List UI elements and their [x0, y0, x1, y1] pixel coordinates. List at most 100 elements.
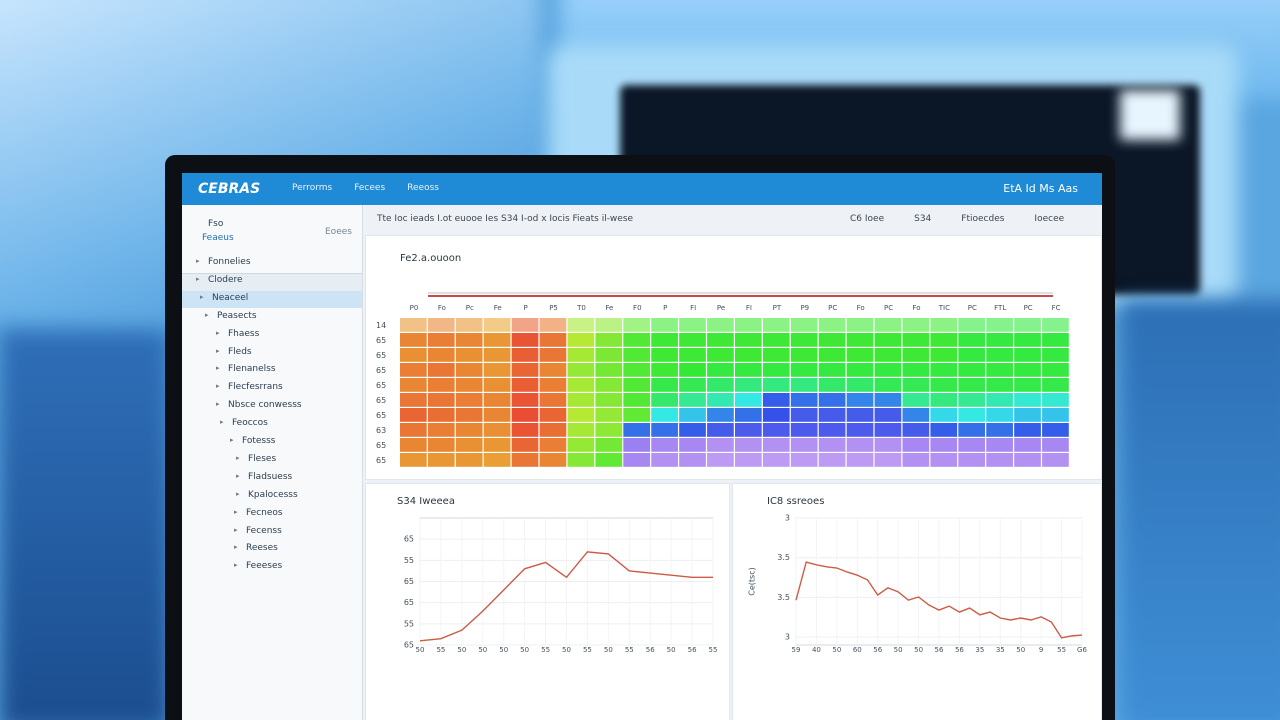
tree-item[interactable]: Fleds: [228, 346, 252, 357]
tree-toggle[interactable]: ▸: [196, 257, 200, 265]
x-tick-label: 56: [873, 646, 882, 654]
heat-cell: [707, 408, 734, 422]
heat-cell: [623, 393, 651, 407]
tree-item[interactable]: Nbsce conwesss: [228, 400, 302, 411]
tree-toggle[interactable]: ▸: [234, 507, 238, 516]
tree-item[interactable]: Reeses: [246, 543, 278, 554]
tree-item[interactable]: Kpalocesss: [248, 489, 298, 500]
heat-cell: [735, 453, 762, 467]
heat-cell: [818, 438, 846, 452]
heat-cell: [483, 423, 511, 437]
x-tick-label: 55: [583, 646, 592, 654]
tree-item[interactable]: Flecfesrrans: [228, 382, 283, 393]
header-actions[interactable]: EtA Id Ms Aas: [1003, 182, 1078, 195]
top-bar: CEBRAS Perrorms Fecees Reeoss EtA Id Ms Aa…: [182, 173, 1102, 205]
tree-item[interactable]: Fhaess: [228, 328, 260, 339]
tree-item[interactable]: Feeeses: [246, 561, 283, 572]
heat-cell: [427, 333, 455, 347]
heat-cell: [483, 438, 511, 452]
heat-cell: [735, 318, 762, 332]
tree-toggle[interactable]: ▸: [234, 525, 238, 534]
tree-toggle[interactable]: ▸: [220, 418, 224, 427]
tree-toggle[interactable]: ▸: [216, 346, 220, 355]
heat-cell: [1014, 318, 1041, 332]
heat-cell: [846, 378, 874, 392]
heat-cell: [958, 333, 986, 347]
heat-cell: [930, 423, 958, 437]
tree-toggle[interactable]: ▸: [196, 274, 200, 283]
heat-cell: [707, 333, 734, 347]
tree-toggle[interactable]: ▸: [200, 292, 204, 301]
column-label: Pc: [466, 304, 474, 312]
tree-item[interactable]: Neaceel: [212, 292, 249, 303]
tree-item[interactable]: Fleses: [248, 453, 277, 464]
tree-item[interactable]: Fladsuess: [248, 471, 293, 482]
tree-item[interactable]: Flenanelss: [228, 364, 276, 375]
tree-toggle[interactable]: ▸: [236, 453, 240, 462]
heat-cell: [651, 453, 678, 467]
heat-cell: [483, 393, 511, 407]
tree-item[interactable]: Feoccos: [232, 418, 268, 429]
heat-cell: [762, 438, 790, 452]
row-label: 65: [376, 336, 386, 345]
heat-cell: [902, 378, 930, 392]
tree-toggle[interactable]: ▸: [234, 561, 238, 570]
tree-item[interactable]: Clodere: [208, 274, 243, 285]
heat-cell: [986, 318, 1013, 332]
nav-item[interactable]: Reeoss: [407, 183, 439, 193]
heat-cell: [735, 393, 762, 407]
tree-item[interactable]: Peasects: [217, 310, 257, 321]
heat-cell: [762, 453, 790, 467]
tree-toggle[interactable]: ▸: [234, 543, 238, 552]
heat-cell: [790, 423, 818, 437]
tree-toggle[interactable]: ▸: [205, 310, 209, 319]
heat-cell: [762, 378, 790, 392]
heat-cell: [790, 333, 818, 347]
tree-toggle[interactable]: ▸: [236, 489, 240, 498]
side-top-right[interactable]: Eoees: [325, 227, 352, 237]
column-label: PC: [884, 304, 893, 312]
toolbar-item[interactable]: Ftioecdes: [961, 214, 1005, 224]
heat-cell: [930, 348, 958, 362]
heat-cell: [874, 393, 902, 407]
heat-cell: [958, 318, 986, 332]
toolbar-item[interactable]: Ioecee: [1034, 214, 1065, 224]
tree-item[interactable]: Fecneos: [246, 507, 283, 518]
heat-cell: [1014, 363, 1041, 377]
heat-cell: [400, 363, 427, 377]
tree-toggle[interactable]: ▸: [236, 471, 240, 480]
tree-toggle[interactable]: ▸: [216, 364, 220, 373]
toolbar-item[interactable]: S34: [914, 214, 932, 224]
tree-toggle[interactable]: ▸: [230, 436, 234, 444]
tree-item[interactable]: Fonnelies: [208, 257, 251, 267]
heat-cell: [455, 453, 483, 467]
column-label: Pe: [717, 304, 725, 312]
heat-cell: [707, 363, 734, 377]
side-top[interactable]: Fso: [208, 219, 224, 229]
tree-toggle[interactable]: ▸: [216, 382, 220, 391]
heat-cell: [902, 393, 930, 407]
heat-cell: [735, 438, 762, 452]
nav-item[interactable]: Fecees: [354, 183, 386, 193]
column-label: FI: [746, 304, 752, 312]
heat-cell: [455, 378, 483, 392]
nav-item[interactable]: Perrorms: [292, 183, 333, 193]
heat-cell: [623, 423, 651, 437]
logo[interactable]: CEBRAS: [198, 181, 261, 197]
toolbar-item[interactable]: C6 Ioee: [850, 214, 885, 224]
heat-cell: [1014, 453, 1041, 467]
column-label: FC: [1052, 304, 1061, 312]
heat-cell: [567, 438, 595, 452]
tree-item[interactable]: Fotesss: [242, 436, 276, 446]
heat-cell: [930, 453, 958, 467]
heat-cell: [735, 408, 762, 422]
heat-cell: [679, 393, 706, 407]
heat-cell: [595, 348, 623, 362]
tree-toggle[interactable]: ▸: [216, 400, 220, 409]
y-tick-label: 3: [785, 514, 790, 523]
side-top[interactable]: Feaeus: [202, 233, 234, 243]
tree-toggle[interactable]: ▸: [216, 328, 220, 337]
heat-cell: [427, 363, 455, 377]
tree-item[interactable]: Fecenss: [246, 525, 282, 536]
heat-cell: [567, 378, 595, 392]
